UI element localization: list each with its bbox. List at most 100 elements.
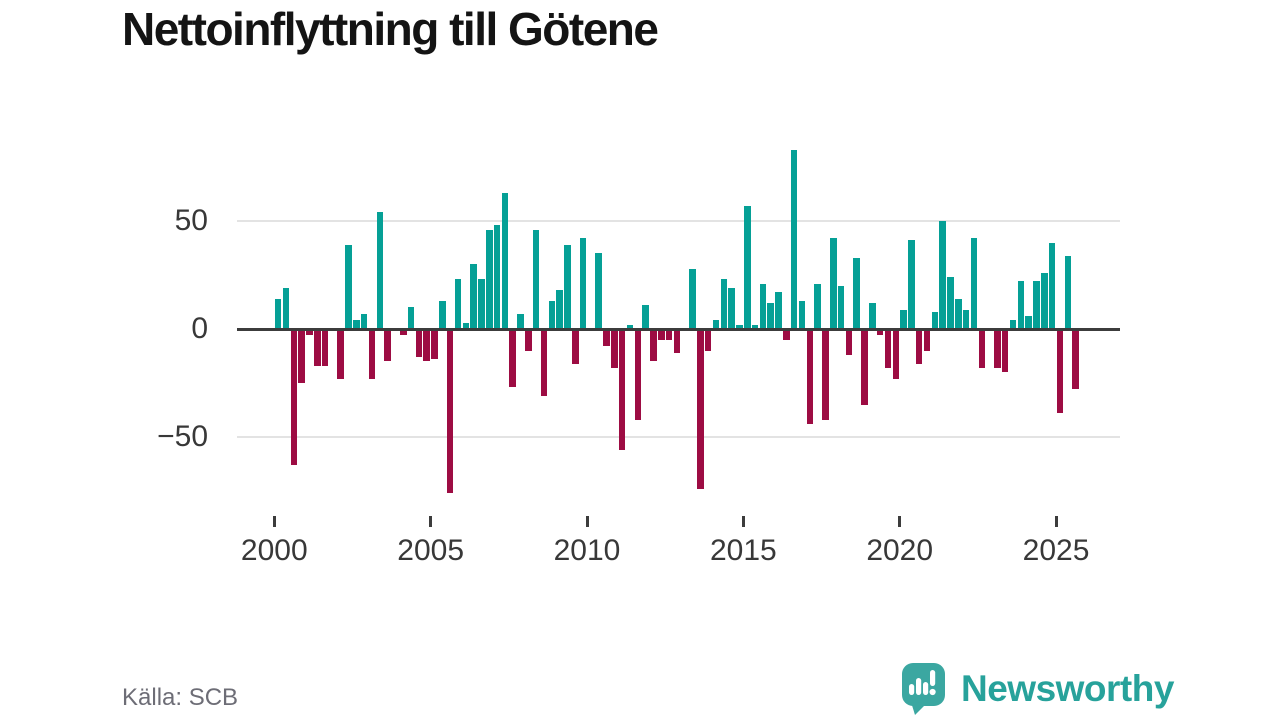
bar bbox=[876, 329, 884, 336]
bar bbox=[486, 229, 493, 329]
bar bbox=[1017, 281, 1025, 329]
bar bbox=[1033, 281, 1040, 329]
bar bbox=[470, 264, 477, 329]
bar bbox=[1064, 255, 1072, 329]
bar bbox=[572, 329, 579, 364]
bar bbox=[1072, 329, 1079, 390]
x-axis-tick-label: 2010 bbox=[553, 534, 621, 567]
bar bbox=[955, 298, 962, 329]
x-axis-tick-label: 2020 bbox=[866, 534, 934, 567]
bar bbox=[298, 329, 305, 383]
x-axis-tick bbox=[429, 516, 433, 527]
bar bbox=[728, 287, 735, 329]
bar bbox=[720, 279, 728, 329]
bar bbox=[407, 307, 415, 329]
bar bbox=[806, 329, 814, 425]
bar bbox=[525, 329, 532, 351]
bar bbox=[290, 329, 298, 466]
x-axis-tick bbox=[272, 516, 276, 527]
bar bbox=[454, 279, 462, 329]
bar bbox=[540, 329, 548, 396]
bar bbox=[767, 303, 774, 329]
bar bbox=[798, 300, 806, 329]
bar bbox=[790, 149, 798, 329]
brand-name: Newsworthy bbox=[961, 668, 1174, 709]
bar bbox=[360, 313, 368, 329]
x-axis-tick-label: 2015 bbox=[709, 534, 777, 567]
bar bbox=[517, 313, 524, 329]
bar bbox=[837, 285, 845, 329]
bar bbox=[423, 329, 430, 362]
gridline bbox=[237, 436, 1120, 438]
bar bbox=[321, 329, 329, 366]
x-axis-tick-label: 2000 bbox=[240, 534, 308, 567]
bar bbox=[337, 329, 344, 379]
bar bbox=[603, 329, 610, 347]
bar bbox=[626, 324, 634, 329]
bar bbox=[939, 221, 946, 329]
bar bbox=[1056, 329, 1064, 414]
bar bbox=[783, 329, 790, 340]
bar bbox=[978, 329, 986, 368]
bar bbox=[869, 303, 876, 329]
bar bbox=[900, 309, 907, 329]
bar bbox=[830, 238, 837, 329]
bar bbox=[618, 329, 626, 450]
bar bbox=[665, 329, 673, 340]
bar bbox=[931, 311, 939, 329]
bar bbox=[501, 192, 509, 329]
bar bbox=[822, 329, 829, 420]
bar bbox=[415, 329, 423, 358]
bar bbox=[478, 279, 485, 329]
zero-axis-line bbox=[237, 327, 1120, 331]
x-axis-tick-label: 2025 bbox=[1022, 534, 1090, 567]
bar bbox=[1001, 329, 1009, 373]
bar bbox=[853, 257, 860, 329]
bar bbox=[962, 309, 970, 329]
bar bbox=[994, 329, 1001, 368]
bar bbox=[532, 229, 540, 329]
source-note: Källa: SCB bbox=[122, 684, 239, 711]
bar bbox=[368, 329, 376, 379]
bar bbox=[493, 225, 501, 329]
bar bbox=[274, 298, 282, 329]
x-axis-tick bbox=[585, 516, 589, 527]
bar bbox=[923, 329, 931, 351]
bar bbox=[642, 305, 649, 329]
bar bbox=[814, 283, 821, 329]
bar bbox=[697, 329, 704, 489]
bar bbox=[1048, 242, 1056, 329]
bar bbox=[658, 329, 665, 340]
y-axis-tick-label: 0 bbox=[191, 312, 208, 345]
x-axis-tick bbox=[1054, 516, 1058, 527]
y-axis-tick-label: −50 bbox=[157, 420, 208, 453]
bar bbox=[579, 238, 587, 329]
x-axis-tick bbox=[741, 516, 745, 527]
page-title: Nettoinflyttning till Götene bbox=[122, 3, 659, 55]
bar bbox=[634, 329, 642, 420]
bar bbox=[306, 329, 313, 336]
bar bbox=[611, 329, 618, 368]
bar bbox=[564, 244, 571, 329]
x-axis-tick-label: 2005 bbox=[397, 534, 465, 567]
bar bbox=[970, 238, 978, 329]
bar bbox=[947, 277, 954, 329]
bar bbox=[751, 324, 759, 329]
bar bbox=[556, 290, 563, 329]
newsworthy-speech-bubble-chart-icon bbox=[901, 662, 947, 720]
bar bbox=[712, 320, 720, 329]
bar bbox=[376, 212, 384, 329]
bar bbox=[345, 244, 352, 329]
brand-logo: Newsworthy bbox=[901, 662, 1174, 720]
bar bbox=[775, 292, 782, 329]
bar bbox=[915, 329, 923, 364]
bar bbox=[673, 329, 681, 353]
plot-area bbox=[237, 140, 1120, 570]
bar bbox=[861, 329, 868, 405]
bar bbox=[744, 205, 751, 329]
bar bbox=[548, 300, 556, 329]
bar bbox=[595, 253, 602, 329]
bar bbox=[704, 329, 712, 351]
bar bbox=[908, 240, 915, 329]
